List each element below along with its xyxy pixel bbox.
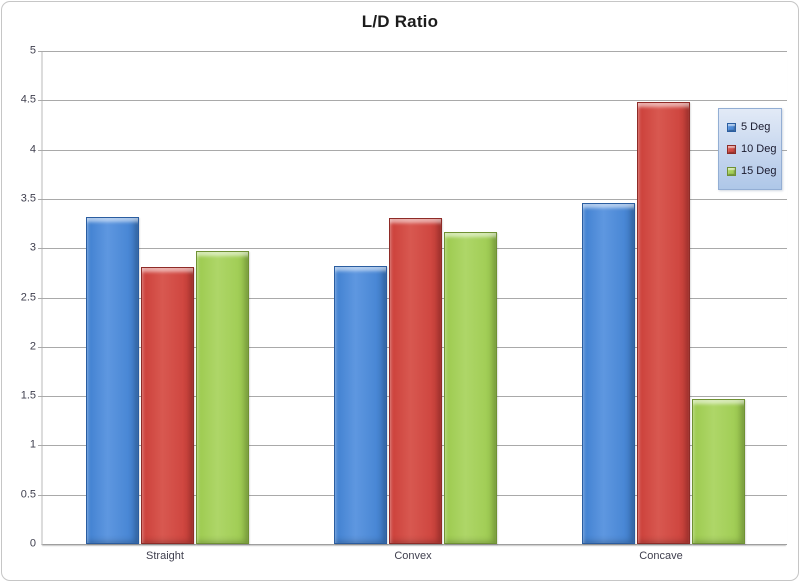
x-axis-labels: Straight Convex Concave: [41, 550, 785, 570]
bar-5-deg-concave: [581, 202, 635, 544]
legend-swatch-icon: [727, 144, 736, 154]
x-label-straight: Straight: [146, 550, 184, 562]
y-tick-label: 0: [29, 537, 36, 550]
legend-entry-15-deg: 15 Deg: [727, 160, 781, 182]
bar-5-deg-straight: [85, 216, 139, 544]
legend-label: 10 Deg: [741, 143, 777, 155]
y-tick-label: 1.5: [20, 389, 36, 402]
gridline: [38, 100, 787, 102]
bar-5-deg-convex: [333, 265, 387, 544]
y-axis-labels: 0 0.5 1 1.5 2 2.5 3 3.5 4 4.5 5: [2, 45, 36, 549]
x-label-convex: Convex: [394, 550, 432, 562]
bar-15-deg-convex: [443, 232, 497, 544]
x-label-concave: Concave: [639, 550, 683, 562]
legend-entry-5-deg: 5 Deg: [727, 116, 781, 138]
bar-group-straight: [43, 51, 291, 544]
y-tick-label: 0.5: [20, 488, 36, 501]
bar-10-deg-straight: [140, 266, 194, 544]
y-tick-label: 5: [29, 44, 36, 57]
bar-group-concave: [539, 51, 787, 544]
legend-swatch-icon: [727, 122, 736, 132]
bar-group-convex: [291, 51, 539, 544]
y-tick-label: 2.5: [20, 291, 36, 303]
gridline: [38, 149, 787, 151]
legend-label: 5 Deg: [741, 121, 771, 133]
legend-swatch-icon: [727, 166, 736, 176]
y-tick-label: 3.5: [20, 192, 36, 205]
bar-10-deg-convex: [388, 217, 442, 544]
legend-entry-10-deg: 10 Deg: [727, 138, 781, 160]
gridline: [38, 198, 787, 200]
plot-area: [38, 51, 787, 545]
y-tick-label: 2: [29, 340, 36, 353]
y-tick-label: 1: [29, 438, 36, 451]
legend-label: 15 Deg: [741, 165, 777, 177]
gridline: [38, 51, 787, 52]
legend: 5 Deg 10 Deg 15 Deg: [718, 108, 782, 190]
y-tick-label: 4: [29, 143, 36, 156]
bar-15-deg-straight: [195, 251, 249, 544]
chart-title: L/D Ratio: [361, 12, 439, 31]
bar-15-deg-concave: [691, 399, 745, 544]
bar-10-deg-concave: [636, 102, 690, 544]
y-tick-label: 3: [29, 241, 36, 254]
y-tick-label: 4.5: [20, 93, 36, 106]
